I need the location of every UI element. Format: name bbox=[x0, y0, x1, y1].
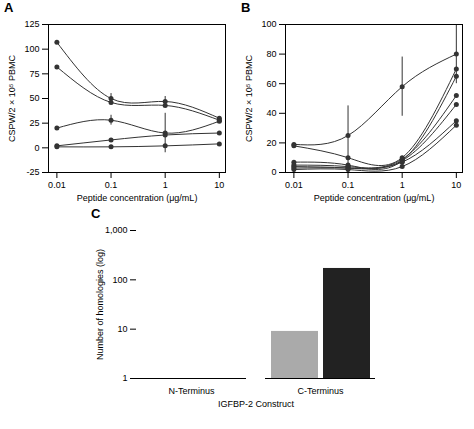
svg-text:100: 100 bbox=[24, 44, 39, 54]
svg-text:20: 20 bbox=[266, 138, 276, 148]
svg-text:125: 125 bbox=[24, 19, 39, 29]
svg-text:10: 10 bbox=[214, 180, 224, 190]
svg-text:1: 1 bbox=[163, 180, 168, 190]
svg-text:0: 0 bbox=[34, 143, 39, 153]
svg-text:10: 10 bbox=[117, 324, 127, 334]
html-text:C: C bbox=[91, 206, 101, 221]
svg-text:Peptide concentration (μg/mL): Peptide concentration (μg/mL) bbox=[77, 193, 198, 203]
html-text:B: B bbox=[241, 0, 251, 15]
svg-text:CSPW/2 × 10⁵ PBMC: CSPW/2 × 10⁵ PBMC bbox=[244, 55, 254, 143]
svg-text:0: 0 bbox=[271, 167, 276, 177]
svg-text:1: 1 bbox=[122, 373, 127, 383]
svg-text:10: 10 bbox=[451, 180, 461, 190]
svg-text:100: 100 bbox=[261, 19, 276, 29]
svg-text:N-Terminus: N-Terminus bbox=[168, 386, 215, 396]
svg-text:Peptide concentration (μg/mL): Peptide concentration (μg/mL) bbox=[314, 193, 435, 203]
svg-text:0.1: 0.1 bbox=[342, 180, 355, 190]
svg-text:IGFBP-2 Construct: IGFBP-2 Construct bbox=[218, 399, 295, 409]
svg-text:1: 1 bbox=[400, 180, 405, 190]
svg-text:50: 50 bbox=[29, 93, 39, 103]
html-text:A: A bbox=[4, 0, 14, 15]
svg-text:1,000: 1,000 bbox=[105, 225, 128, 235]
svg-text:80: 80 bbox=[266, 49, 276, 59]
svg-text:CSPW/2 × 10⁵ PBMC: CSPW/2 × 10⁵ PBMC bbox=[7, 55, 17, 143]
svg-text:25: 25 bbox=[29, 118, 39, 128]
svg-text:Number of homologies (log): Number of homologies (log) bbox=[95, 249, 105, 360]
svg-text:0.1: 0.1 bbox=[105, 180, 118, 190]
svg-text:0.01: 0.01 bbox=[285, 180, 303, 190]
svg-text:0.01: 0.01 bbox=[48, 180, 66, 190]
svg-text:75: 75 bbox=[29, 69, 39, 79]
svg-text:-25: -25 bbox=[26, 167, 39, 177]
svg-text:40: 40 bbox=[266, 108, 276, 118]
svg-text:100: 100 bbox=[112, 275, 127, 285]
svg-text:60: 60 bbox=[266, 79, 276, 89]
svg-text:C-Terminus: C-Terminus bbox=[297, 386, 344, 396]
